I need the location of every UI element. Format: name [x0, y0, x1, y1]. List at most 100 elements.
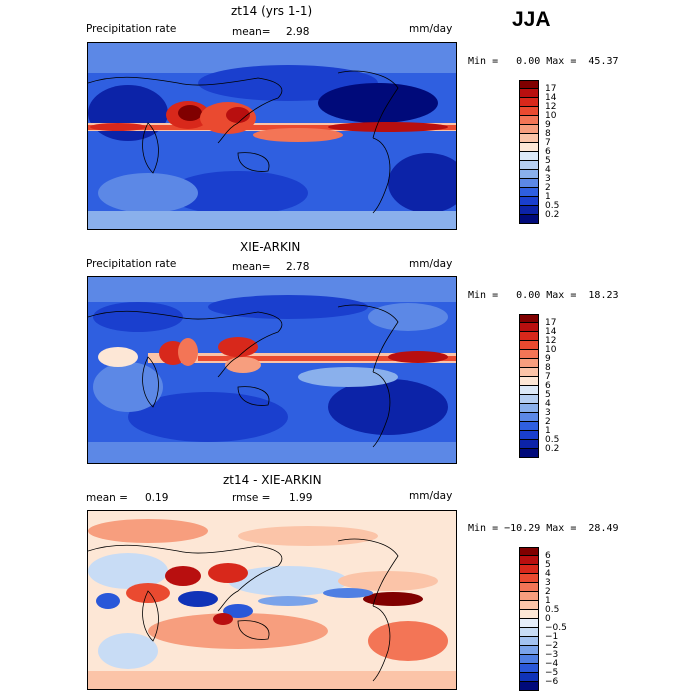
- colorbar-tick-label: 5: [545, 156, 551, 166]
- colorbar-swatch: [519, 628, 539, 637]
- colorbar-outline: [519, 547, 539, 691]
- colorbar-swatch: [519, 332, 539, 341]
- colorbar-swatch: [519, 646, 539, 655]
- panel2-mean-label: mean=: [232, 261, 271, 273]
- colorbar-tick-label: 6: [545, 551, 551, 561]
- colorbar-tick-label: 17: [545, 318, 557, 328]
- colorbar-swatch: [519, 170, 539, 179]
- colorbar-tick-label: −2: [545, 641, 559, 651]
- colorbar-tick-label: 5: [545, 390, 551, 400]
- colorbar-tick-label: −3: [545, 650, 559, 660]
- panel2-units: mm/day: [409, 258, 453, 270]
- panel2-map: [87, 276, 457, 464]
- colorbar-swatch: [519, 556, 539, 565]
- colorbar-swatch: [519, 664, 539, 673]
- colorbar-tick-label: −1: [545, 632, 559, 642]
- colorbar-tick-label: −6: [545, 677, 559, 687]
- colorbar-tick-label: 1: [545, 426, 551, 436]
- colorbar-swatch: [519, 431, 539, 440]
- colorbar-swatch: [519, 125, 539, 134]
- colorbar-tick-label: 7: [545, 372, 551, 382]
- colorbar-swatch: [519, 143, 539, 152]
- panel3-mean-label: mean =: [86, 492, 128, 504]
- colorbar-tick-label: 5: [545, 560, 551, 570]
- colorbar-swatch: [519, 116, 539, 125]
- colorbar-swatch: [519, 368, 539, 377]
- colorbar-swatch: [519, 350, 539, 359]
- colorbar-tick-label: 2: [545, 587, 551, 597]
- colorbar-tick-label: 8: [545, 363, 551, 373]
- colorbar-tick-label: 4: [545, 165, 551, 175]
- colorbar-swatch: [519, 107, 539, 116]
- colorbar-swatch: [519, 152, 539, 161]
- panel3-rmse-label: rmse =: [232, 492, 271, 504]
- colorbar-swatch: [519, 655, 539, 664]
- colorbar-swatch: [519, 440, 539, 449]
- panel3-colorbar: [519, 547, 539, 691]
- colorbar-tick-label: 14: [545, 93, 557, 103]
- panel1-minmax: Min = 0.00 Max = 45.37: [468, 56, 619, 67]
- colorbar-swatch: [519, 341, 539, 350]
- colorbar-tick-label: 7: [545, 138, 551, 148]
- panel3-units: mm/day: [409, 490, 453, 502]
- colorbar-swatch: [519, 314, 539, 323]
- colorbar-tick-label: 8: [545, 129, 551, 139]
- panel1-title: zt14 (yrs 1-1): [231, 4, 313, 18]
- panel1-colorbar: [519, 80, 539, 224]
- panel1-colorbar-ticks: 17 14 12 10 9 8 7 6 5 4 3 2 1 0.5 0.2: [545, 80, 575, 224]
- colorbar-tick-label: −5: [545, 668, 559, 678]
- panel3-colorbar-ticks: 6 5 4 3 2 1 0.5 0 −0.5 −1 −2 −3 −4 −5 −6: [545, 547, 575, 691]
- colorbar-tick-label: 0.5: [545, 435, 560, 445]
- colorbar-swatch: [519, 601, 539, 610]
- colorbar-tick-label: 4: [545, 569, 551, 579]
- panel1-map: [87, 42, 457, 230]
- colorbar-tick-label: 0.2: [545, 210, 560, 220]
- colorbar-tick-label: 6: [545, 147, 551, 157]
- colorbar-tick-label: 1: [545, 192, 551, 202]
- colorbar-tick-label: 1: [545, 596, 551, 606]
- colorbar-swatch: [519, 574, 539, 583]
- colorbar-tick-label: 3: [545, 578, 551, 588]
- colorbar-tick-label: 0.5: [545, 605, 560, 615]
- colorbar-tick-label: 14: [545, 327, 557, 337]
- colorbar-swatch: [519, 404, 539, 413]
- colorbar-tick-label: 12: [545, 336, 557, 346]
- colorbar-swatch: [519, 413, 539, 422]
- colorbar-outline: [519, 80, 539, 224]
- colorbar-tick-label: 2: [545, 183, 551, 193]
- colorbar-swatch: [519, 323, 539, 332]
- panel1-mean-value: 2.98: [286, 26, 310, 38]
- colorbar-swatch: [519, 98, 539, 107]
- colorbar-tick-label: 0.2: [545, 444, 560, 454]
- colorbar-tick-label: 12: [545, 102, 557, 112]
- colorbar-outline: [519, 314, 539, 458]
- colorbar-tick-label: 9: [545, 354, 551, 364]
- colorbar-tick-label: 0: [545, 614, 551, 624]
- colorbar-tick-label: 17: [545, 84, 557, 94]
- colorbar-swatch: [519, 386, 539, 395]
- colorbar-swatch: [519, 673, 539, 682]
- panel3-mean-value: 0.19: [145, 492, 169, 504]
- colorbar-swatch: [519, 619, 539, 628]
- panel2-mean-value: 2.78: [286, 261, 310, 273]
- colorbar-swatch: [519, 422, 539, 431]
- colorbar-swatch: [519, 377, 539, 386]
- colorbar-swatch: [519, 610, 539, 619]
- panel2-map-svg: [88, 277, 456, 463]
- colorbar-swatch: [519, 547, 539, 556]
- colorbar-tick-label: −0.5: [545, 623, 567, 633]
- colorbar-swatch: [519, 359, 539, 368]
- colorbar-swatch: [519, 592, 539, 601]
- colorbar-swatch: [519, 637, 539, 646]
- colorbar-swatch: [519, 161, 539, 170]
- colorbar-swatch: [519, 179, 539, 188]
- colorbar-swatch: [519, 80, 539, 89]
- panel2-minmax: Min = 0.00 Max = 18.23: [468, 290, 619, 301]
- colorbar-swatch: [519, 197, 539, 206]
- colorbar-tick-label: 0.5: [545, 201, 560, 211]
- panel3-map: [87, 510, 457, 690]
- panel2-colorbar-ticks: 17 14 12 10 9 8 7 6 5 4 3 2 1 0.5 0.2: [545, 314, 575, 458]
- panel3-minmax: Min = −10.29 Max = 28.49: [468, 523, 619, 534]
- colorbar-swatch: [519, 206, 539, 215]
- colorbar-swatch: [519, 565, 539, 574]
